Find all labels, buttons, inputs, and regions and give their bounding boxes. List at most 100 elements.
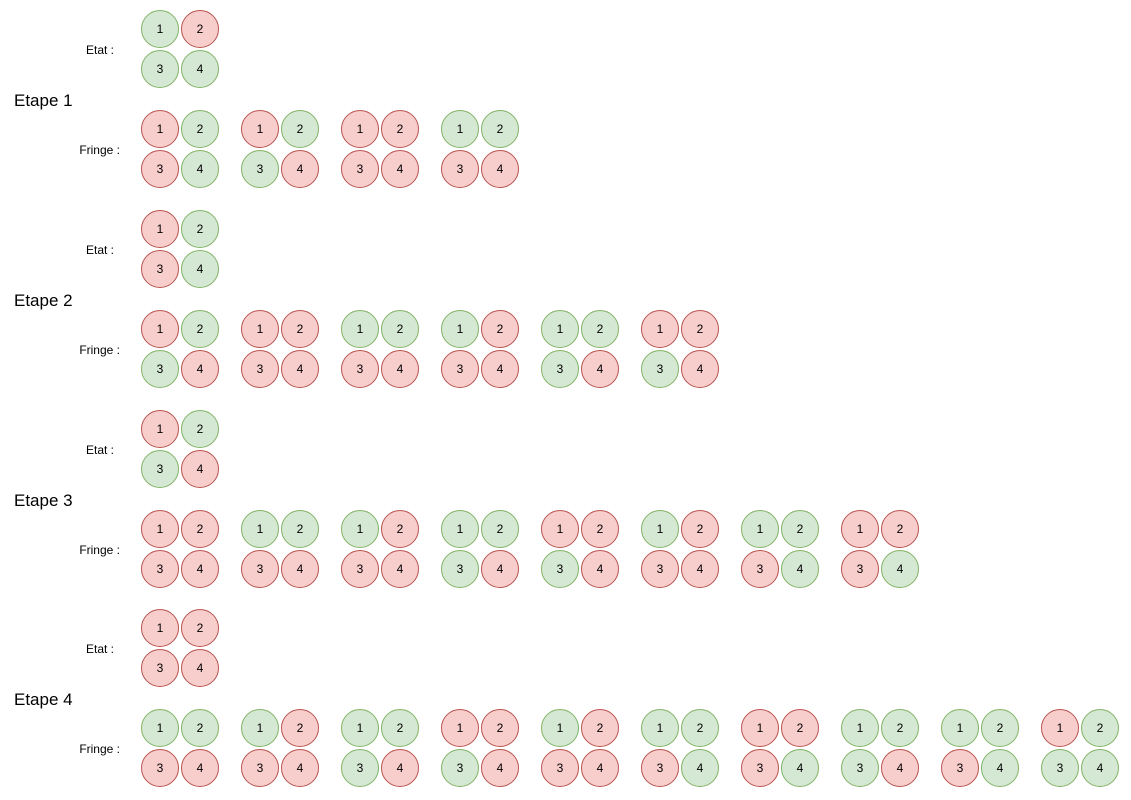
red-circle-4: 4: [481, 350, 519, 388]
green-circle-2: 2: [481, 110, 519, 148]
red-circle-3: 3: [741, 749, 779, 787]
green-circle-1: 1: [641, 510, 679, 548]
green-circle-2: 2: [481, 510, 519, 548]
step-title: Etape 2: [14, 291, 73, 310]
red-circle-4: 4: [581, 550, 619, 588]
green-circle-4: 4: [881, 550, 919, 588]
red-circle-4: 4: [581, 749, 619, 787]
red-circle-2: 2: [681, 510, 719, 548]
step-title: Etape 3: [14, 491, 73, 510]
red-circle-3: 3: [241, 749, 279, 787]
red-circle-1: 1: [141, 410, 179, 448]
red-circle-1: 1: [141, 609, 179, 647]
green-circle-3: 3: [641, 350, 679, 388]
red-circle-4: 4: [881, 749, 919, 787]
red-circle-4: 4: [181, 749, 219, 787]
red-circle-3: 3: [341, 350, 379, 388]
red-circle-1: 1: [541, 510, 579, 548]
green-circle-1: 1: [141, 709, 179, 747]
red-circle-3: 3: [641, 749, 679, 787]
green-circle-3: 3: [141, 350, 179, 388]
green-circle-2: 2: [281, 110, 319, 148]
red-circle-2: 2: [581, 510, 619, 548]
green-circle-4: 4: [181, 250, 219, 288]
red-circle-3: 3: [141, 649, 179, 687]
red-circle-2: 2: [281, 310, 319, 348]
green-circle-3: 3: [241, 150, 279, 188]
red-circle-2: 2: [481, 310, 519, 348]
green-circle-2: 2: [181, 110, 219, 148]
red-circle-4: 4: [181, 550, 219, 588]
fringe-label: Fringe :: [79, 543, 120, 557]
red-circle-4: 4: [381, 150, 419, 188]
red-circle-1: 1: [141, 210, 179, 248]
green-circle-2: 2: [181, 410, 219, 448]
red-circle-4: 4: [681, 350, 719, 388]
red-circle-2: 2: [281, 709, 319, 747]
red-circle-1: 1: [241, 310, 279, 348]
etat-label: Etat :: [85, 243, 114, 257]
green-circle-1: 1: [641, 709, 679, 747]
red-circle-1: 1: [641, 310, 679, 348]
red-circle-3: 3: [141, 250, 179, 288]
red-circle-2: 2: [181, 609, 219, 647]
red-circle-1: 1: [441, 709, 479, 747]
red-circle-1: 1: [141, 510, 179, 548]
green-circle-3: 3: [441, 550, 479, 588]
green-circle-1: 1: [141, 10, 179, 48]
red-circle-2: 2: [781, 709, 819, 747]
green-circle-2: 2: [181, 310, 219, 348]
red-circle-3: 3: [841, 550, 879, 588]
red-circle-4: 4: [181, 450, 219, 488]
green-circle-1: 1: [341, 709, 379, 747]
green-circle-4: 4: [681, 749, 719, 787]
red-circle-2: 2: [581, 709, 619, 747]
green-circle-3: 3: [1041, 749, 1079, 787]
red-circle-2: 2: [181, 510, 219, 548]
green-circle-1: 1: [841, 709, 879, 747]
green-circle-4: 4: [781, 749, 819, 787]
green-circle-4: 4: [181, 50, 219, 88]
red-circle-4: 4: [381, 749, 419, 787]
red-circle-1: 1: [141, 110, 179, 148]
red-circle-2: 2: [381, 110, 419, 148]
red-circle-3: 3: [141, 150, 179, 188]
green-circle-3: 3: [141, 450, 179, 488]
red-circle-3: 3: [441, 350, 479, 388]
green-circle-1: 1: [941, 709, 979, 747]
green-circle-2: 2: [181, 210, 219, 248]
red-circle-4: 4: [581, 350, 619, 388]
green-circle-2: 2: [181, 709, 219, 747]
red-circle-3: 3: [641, 550, 679, 588]
green-circle-2: 2: [781, 510, 819, 548]
green-circle-1: 1: [541, 709, 579, 747]
green-circle-2: 2: [381, 709, 419, 747]
etat-label: Etat :: [85, 43, 114, 57]
green-circle-4: 4: [181, 150, 219, 188]
red-circle-4: 4: [181, 350, 219, 388]
green-circle-4: 4: [1081, 749, 1119, 787]
green-circle-4: 4: [781, 550, 819, 588]
step-title: Etape 1: [14, 91, 73, 110]
red-circle-4: 4: [681, 550, 719, 588]
green-circle-1: 1: [441, 110, 479, 148]
red-circle-2: 2: [481, 709, 519, 747]
